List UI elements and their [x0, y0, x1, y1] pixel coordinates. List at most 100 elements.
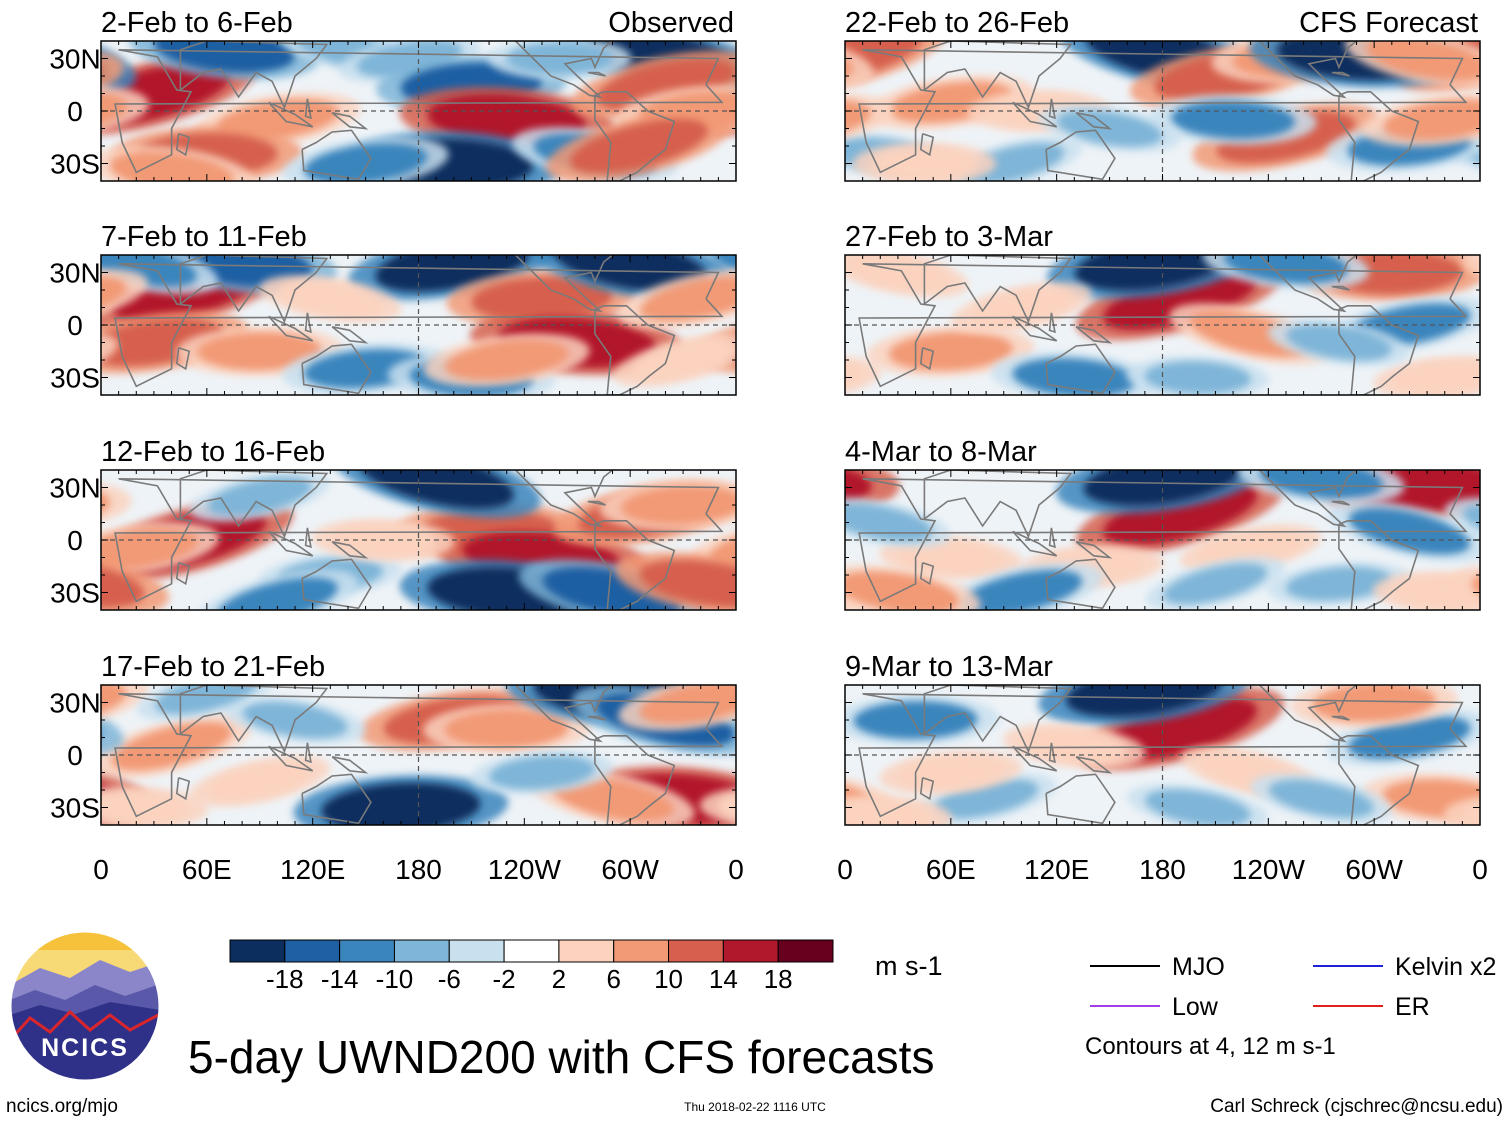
latitude-tick-label: 0: [67, 310, 83, 341]
panel-p7: 30N 0 30S 17-Feb to 21-Feb: [49, 651, 737, 826]
anomaly-core: [845, 503, 933, 542]
colorbar-units: m s-1: [875, 951, 943, 981]
panel-date-label: 2-Feb to 6-Feb: [101, 7, 293, 39]
colorbar-swatch: [613, 939, 670, 963]
coastlines: [114, 470, 724, 610]
coastlines: [858, 255, 1468, 395]
anomaly-core: [101, 559, 145, 608]
coastlines: [858, 470, 1468, 610]
latitude-tick-label: 30N: [49, 688, 100, 719]
colorbar-swatch: [503, 939, 560, 963]
colorbar-swatch: [722, 939, 779, 963]
latitude-tick-label: 30N: [49, 44, 100, 75]
colorbar-swatch: [393, 939, 450, 963]
colorbar-tick-label: -2: [493, 964, 516, 994]
coastlines: [858, 685, 1468, 825]
panel-date-label: 27-Feb to 3-Mar: [845, 221, 1053, 253]
anomaly-core: [570, 118, 708, 174]
anomaly-core: [897, 540, 1004, 575]
contour-note: Contours at 4, 12 m s-1: [1085, 1033, 1336, 1060]
latitude-tick-label: 30S: [50, 363, 100, 394]
anomaly-core: [1268, 779, 1374, 818]
panel-p3: 30N 0 30S 7-Feb to 11-Feb: [49, 221, 737, 396]
anomaly-core: [101, 528, 198, 570]
colorbar-tick-label: 2: [552, 964, 566, 994]
colorbar-swatch: [229, 939, 286, 963]
legend-label: ER: [1395, 993, 1430, 1021]
contour-legend: MJO Kelvin x2 Low ER: [1090, 953, 1496, 1021]
anomaly-core: [960, 569, 1083, 610]
colorbar-tick-label: -18: [266, 964, 304, 994]
anomaly-core: [1286, 324, 1392, 361]
panel-ticks: [100, 469, 737, 611]
anomaly-core: [1312, 685, 1437, 722]
anomaly-core: [109, 151, 234, 181]
anomaly-core: [897, 755, 1004, 790]
coastlines: [858, 41, 1468, 181]
anomaly-core: [888, 332, 1013, 371]
panel-header: Observed: [608, 7, 734, 39]
colorbar: -18 -14 -10 -6 -2 2 6 10 14 18: [229, 939, 834, 994]
anomaly-core: [1102, 697, 1258, 761]
latitude-tick-label: 30N: [49, 473, 100, 504]
anomaly-core: [471, 276, 613, 321]
anomaly-core: [1083, 470, 1242, 506]
panel-p5: 30N 0 30S 12-Feb to 16-Feb: [49, 436, 737, 611]
anomaly-core: [845, 41, 854, 81]
anomaly-core: [871, 147, 978, 180]
longitude-tick-label: 0: [1472, 854, 1488, 885]
anomaly-core: [358, 470, 514, 509]
anomaly-core: [101, 791, 190, 824]
latitude-tick-label: 0: [67, 740, 83, 771]
anomaly-core: [551, 776, 674, 821]
colorbar-tick-label: -6: [438, 964, 461, 994]
panel-p6: 4-Mar to 8-Mar: [844, 436, 1481, 611]
coastlines: [114, 685, 724, 825]
coastlines: [114, 255, 724, 395]
anomaly-core: [1163, 563, 1268, 605]
colorbar-tick-label: 10: [654, 964, 683, 994]
coastlines: [114, 41, 724, 181]
panel-p4: 27-Feb to 3-Mar: [844, 221, 1510, 396]
anomaly-core: [1171, 100, 1296, 139]
longitude-tick-label: 120E: [1024, 854, 1089, 885]
panel-ticks: [100, 254, 737, 396]
footer-timestamp: Thu 2018-02-22 1116 UTC: [684, 1100, 826, 1114]
anomaly-core: [1259, 470, 1383, 499]
anomaly-core: [207, 476, 312, 516]
anomaly-core: [154, 41, 295, 73]
colorbar-tick-label: 14: [709, 964, 738, 994]
footer-url: ncics.org/mjo: [6, 1096, 118, 1117]
panel-grid: 30N 0 30S 2-Feb to 6-Feb Observed 22-Feb to 2…: [49, 7, 1510, 826]
latitude-tick-label: 30N: [49, 258, 100, 289]
colorbar-swatch: [668, 939, 724, 963]
anomaly-core: [1065, 685, 1224, 718]
anomaly-core: [1478, 246, 1510, 298]
panel-p1: 30N 0 30S 2-Feb to 6-Feb Observed: [49, 7, 737, 182]
ncics-logo: NCICS: [10, 931, 160, 1081]
logo-text: NCICS: [41, 1034, 129, 1062]
anomaly-core: [445, 339, 569, 381]
longitude-tick-label: 0: [93, 854, 109, 885]
anomaly-core: [444, 709, 569, 748]
longitude-tick-label: 120W: [1232, 854, 1306, 885]
colorbar-swatch: [339, 939, 395, 963]
anomaly-core: [111, 721, 232, 771]
panel-date-label: 4-Mar to 8-Mar: [845, 436, 1037, 468]
panel-p8: 9-Mar to 13-Mar: [844, 651, 1481, 826]
anomaly-core: [639, 559, 736, 608]
latitude-tick-label: 0: [67, 525, 83, 556]
legend-label: Low: [1172, 993, 1219, 1021]
longitude-tick-label: 180: [1139, 854, 1186, 885]
panel-date-label: 12-Feb to 16-Feb: [101, 436, 325, 468]
anomaly-core: [1102, 267, 1258, 331]
panel-p2: 22-Feb to 26-Feb CFS Forecast: [844, 7, 1481, 182]
anomaly-core: [1074, 255, 1233, 291]
panel-ticks: [844, 254, 1481, 396]
anomaly-core: [304, 143, 428, 181]
panel-date-label: 9-Mar to 13-Mar: [845, 651, 1053, 683]
latitude-tick-label: 30S: [50, 149, 100, 180]
colorbar-tick-label: -14: [321, 964, 359, 994]
longitude-tick-label: 120W: [488, 854, 562, 885]
